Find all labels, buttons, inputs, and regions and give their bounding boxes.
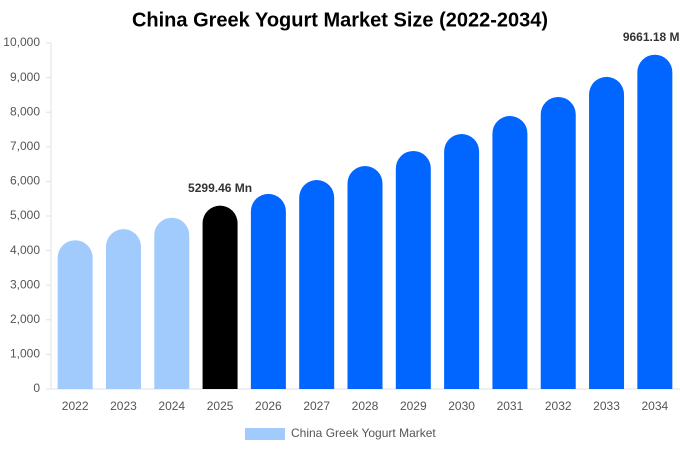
data-label: 9661.18 Mn bbox=[623, 30, 680, 44]
x-tick-label: 2033 bbox=[593, 399, 620, 413]
x-tick-label: 2027 bbox=[303, 399, 330, 413]
y-tick-label: 4,000 bbox=[10, 243, 40, 257]
bar bbox=[637, 54, 673, 389]
x-tick-label: 2034 bbox=[641, 399, 668, 413]
legend-label: China Greek Yogurt Market bbox=[291, 426, 436, 440]
y-tick-label: 9,000 bbox=[10, 70, 40, 84]
x-tick-label: 2023 bbox=[110, 399, 137, 413]
y-tick-label: 5,000 bbox=[10, 208, 40, 222]
bar bbox=[444, 133, 480, 389]
data-label: 5299.46 Mn bbox=[188, 181, 252, 195]
x-tick-label: 2025 bbox=[207, 399, 234, 413]
y-tick-label: 10,000 bbox=[3, 35, 40, 49]
y-tick-label: 2,000 bbox=[10, 312, 40, 326]
y-tick-label: 3,000 bbox=[10, 277, 40, 291]
bar bbox=[250, 193, 286, 389]
x-tick-label: 2031 bbox=[497, 399, 524, 413]
bar bbox=[202, 205, 238, 389]
x-tick-label: 2032 bbox=[545, 399, 572, 413]
x-tick-label: 2028 bbox=[352, 399, 379, 413]
x-tick-label: 2022 bbox=[62, 399, 89, 413]
y-tick-label: 1,000 bbox=[10, 347, 40, 361]
x-tick-label: 2024 bbox=[158, 399, 185, 413]
legend-swatch bbox=[245, 428, 285, 440]
x-tick-label: 2030 bbox=[448, 399, 475, 413]
chart-title: China Greek Yogurt Market Size (2022-203… bbox=[132, 9, 548, 31]
y-tick-label: 6,000 bbox=[10, 174, 40, 188]
y-tick-label: 0 bbox=[33, 381, 40, 395]
x-tick-label: 2026 bbox=[255, 399, 282, 413]
bar bbox=[540, 96, 576, 389]
bar bbox=[154, 217, 190, 389]
y-tick-label: 7,000 bbox=[10, 139, 40, 153]
y-tick-label: 8,000 bbox=[10, 104, 40, 118]
bar bbox=[492, 116, 528, 390]
bar bbox=[57, 240, 93, 389]
bar bbox=[347, 166, 383, 389]
bar bbox=[105, 229, 141, 389]
x-tick-label: 2029 bbox=[400, 399, 427, 413]
bar bbox=[589, 76, 625, 390]
bar bbox=[395, 150, 431, 389]
bar bbox=[299, 180, 335, 389]
